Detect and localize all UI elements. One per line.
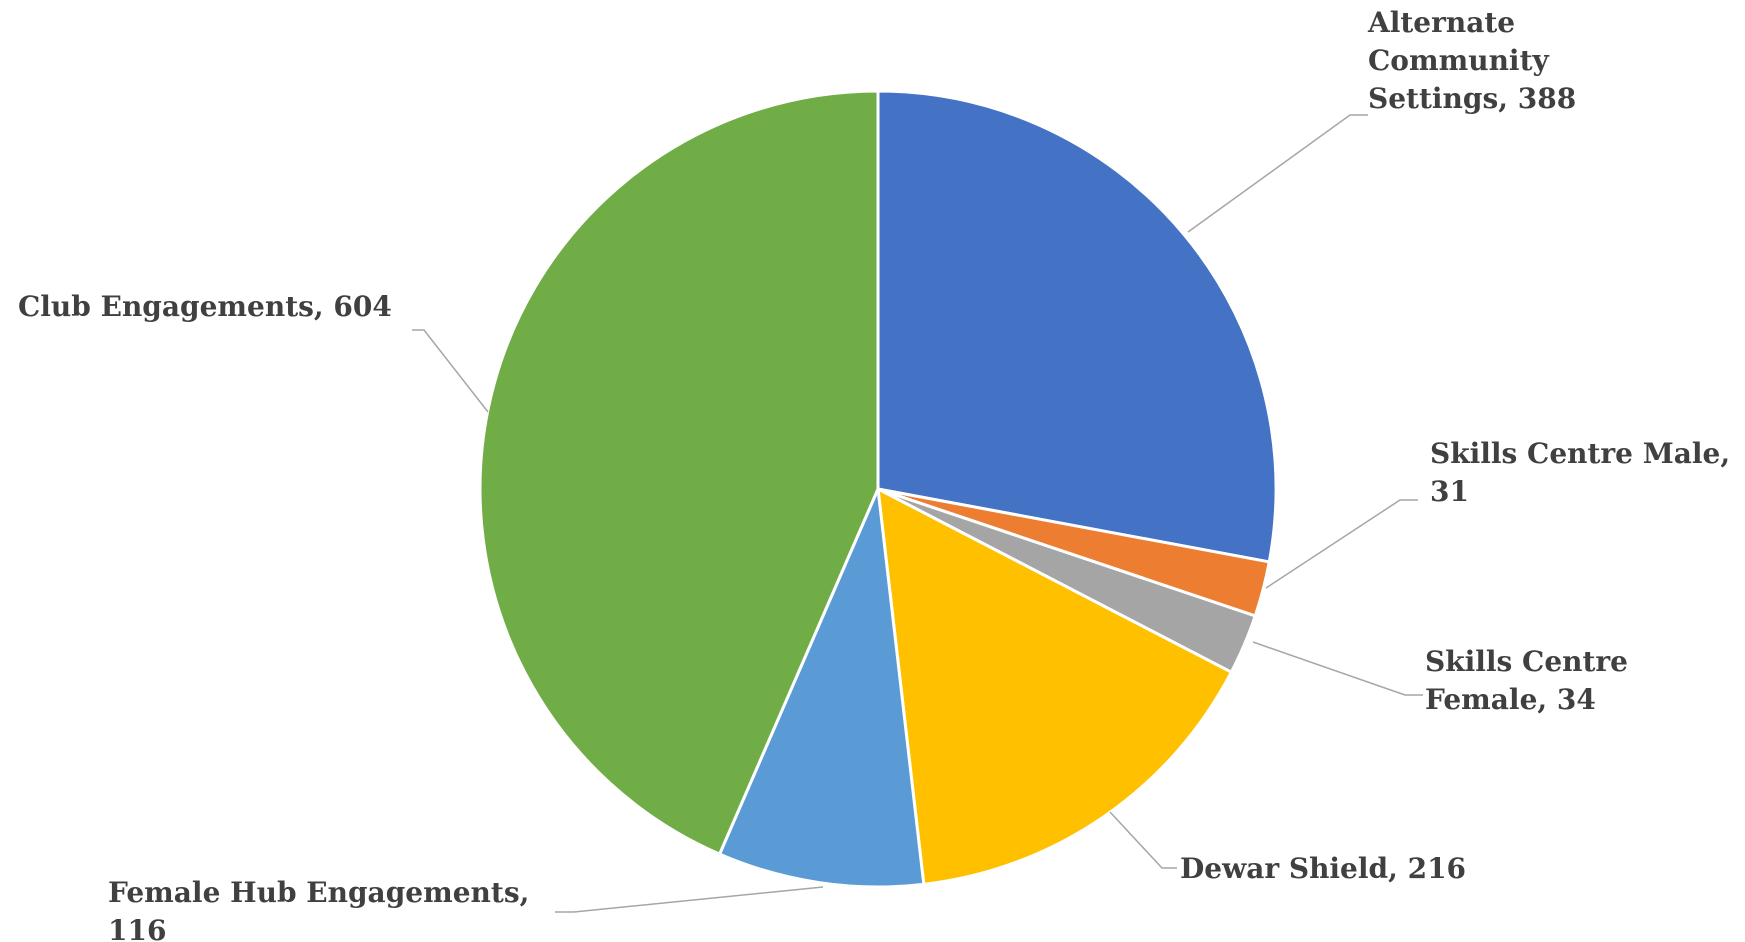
data-label-line: Club Engagements, 604 [18,290,392,323]
data-label-line: Settings, 388 [1368,82,1576,115]
pie-slice-alternate-community-settings [876,89,1278,564]
data-label-line: Skills Centre Male, [1430,437,1730,470]
leader-line [1109,811,1177,869]
data-label: Female Hub Engagements, 116 [108,876,529,942]
data-label-line: 116 [108,914,166,942]
data-label-line: Female Hub Engagements, [108,876,529,909]
leader-line [1265,499,1418,589]
data-label-line: Community [1368,44,1550,77]
data-label-line: Skills Centre [1425,645,1628,678]
pie-slice-female-hub-engagements [717,483,926,889]
data-label: Alternate Community Settings, 388 [1367,6,1576,115]
leader-line [1252,641,1423,696]
pie-slice-dewar-shield [876,486,1234,887]
data-label: Club Engagements, 604 [18,290,392,323]
leader-line [1187,114,1368,233]
pie-slice-club-engagements [478,89,880,857]
leader-lines [412,114,1423,913]
leader-line [412,329,489,413]
data-label: Skills Centre Female, 34 [1425,645,1628,716]
data-label-line: Female, 34 [1425,683,1596,716]
data-label-line: Alternate [1367,6,1515,39]
data-label-line: 31 [1430,475,1469,508]
data-label-line: Dewar Shield, 216 [1180,852,1466,885]
pie-slices [478,89,1278,889]
data-labels: Alternate Community Settings, 388 Skills Ce… [18,6,1730,942]
data-label: Skills Centre Male, 31 [1430,437,1730,508]
leader-line [555,886,824,913]
data-label: Dewar Shield, 216 [1180,852,1466,885]
